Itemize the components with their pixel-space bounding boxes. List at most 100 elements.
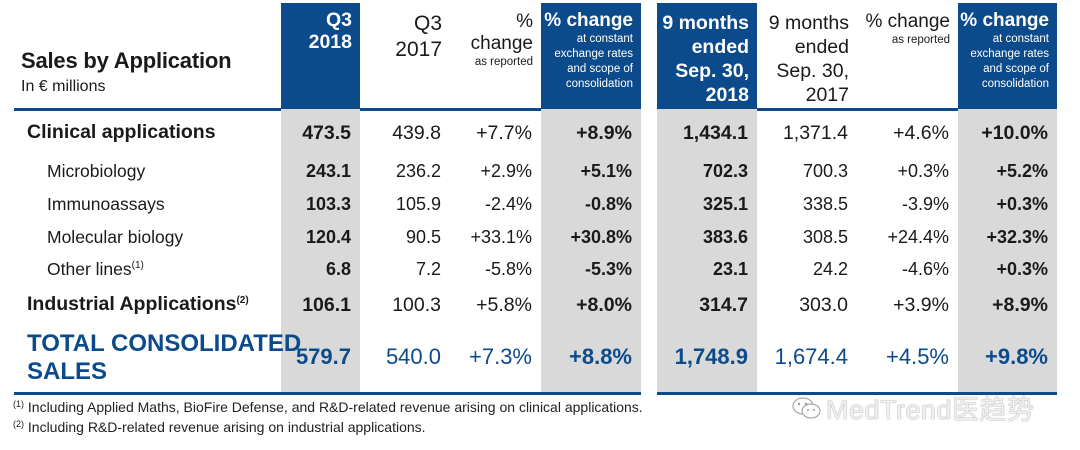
header-line: 2018 bbox=[705, 84, 749, 106]
header-line: ended bbox=[691, 36, 749, 58]
cell-9m-2018: 1,748.9 bbox=[674, 344, 748, 369]
cell-9m-2018: 23.1 bbox=[712, 259, 748, 279]
cell-q3-pct-constant: +8.0% bbox=[576, 294, 632, 316]
cell-9m-2018: 702.3 bbox=[702, 161, 748, 181]
header-line: % change bbox=[960, 10, 1049, 31]
header-line: % change bbox=[544, 10, 633, 31]
row-label-molecular: Molecular biology bbox=[47, 227, 183, 248]
cell-9m-2017: 24.2 bbox=[812, 259, 848, 279]
footnote-2: (2) Including R&D-related revenue arisin… bbox=[13, 419, 426, 435]
header-line: % change bbox=[865, 11, 950, 32]
row-label-clinical: Clinical applications bbox=[27, 121, 216, 144]
column-bg-9m-2018 bbox=[657, 109, 757, 393]
cell-9m-2018: 325.1 bbox=[702, 194, 748, 214]
cell-q3-2017: 439.8 bbox=[392, 122, 441, 144]
header-line: 2018 bbox=[308, 31, 352, 53]
cell-q3-2017: 540.0 bbox=[385, 344, 441, 369]
header-9m-pct-reported: % change as reported bbox=[857, 3, 958, 109]
footnote-text: Including Applied Maths, BioFire Defense… bbox=[27, 399, 643, 415]
row-label-text: SALES bbox=[27, 358, 108, 385]
cell-q3-2018: 473.5 bbox=[302, 122, 351, 144]
header-line: at constant bbox=[992, 33, 1049, 45]
cell-q3-2017: 7.2 bbox=[415, 259, 441, 279]
cell-9m-pct-reported: -4.6% bbox=[901, 259, 949, 279]
row-label-other-lines: Other lines(1) bbox=[47, 259, 144, 280]
cell-9m-pct-constant: +10.0% bbox=[981, 122, 1048, 144]
cell-q3-2018: 120.4 bbox=[305, 227, 351, 247]
header-9m-pct-constant: % change at constant exchange rates and … bbox=[958, 3, 1057, 109]
header-line: 2017 bbox=[395, 38, 442, 61]
header-line: Sep. 30, bbox=[675, 60, 749, 82]
cell-q3-2017: 105.9 bbox=[395, 194, 441, 214]
cell-q3-pct-constant: +30.8% bbox=[570, 227, 632, 247]
footnote-ref: (2) bbox=[236, 295, 249, 306]
header-line: consolidation bbox=[981, 78, 1049, 90]
row-label-text: Microbiology bbox=[47, 161, 146, 181]
cell-q3-2018: 103.3 bbox=[305, 194, 351, 214]
footnote-text: Including R&D-related revenue arising on… bbox=[27, 419, 426, 435]
header-line: % change bbox=[470, 11, 533, 54]
cell-q3-2018: 579.7 bbox=[295, 344, 351, 369]
cell-9m-2018: 1,434.1 bbox=[682, 122, 748, 144]
cell-q3-pct-constant: +8.9% bbox=[576, 122, 632, 144]
cell-q3-2017: 236.2 bbox=[395, 161, 441, 181]
watermark: MedTrend医趋势 bbox=[792, 388, 1035, 427]
header-rule-right bbox=[657, 108, 1057, 111]
table-title: Sales by Application bbox=[21, 48, 232, 73]
cell-9m-pct-reported: +0.3% bbox=[897, 161, 949, 181]
wechat-icon bbox=[792, 397, 821, 419]
header-q3-2018: Q3 2018 bbox=[281, 3, 360, 109]
cell-q3-2018: 106.1 bbox=[302, 294, 351, 316]
column-bg-q3-2018 bbox=[281, 109, 360, 393]
cell-q3-pct-reported: +7.3% bbox=[469, 344, 532, 369]
cell-9m-pct-reported: +4.6% bbox=[893, 122, 949, 144]
cell-q3-pct-constant: +5.1% bbox=[580, 161, 632, 181]
cell-q3-pct-constant: -5.3% bbox=[584, 259, 632, 279]
cell-9m-pct-constant: +0.3% bbox=[996, 259, 1048, 279]
cell-q3-2017: 90.5 bbox=[405, 227, 441, 247]
cell-9m-pct-constant: +0.3% bbox=[996, 194, 1048, 214]
row-label-text: Clinical applications bbox=[27, 121, 216, 143]
header-line: exchange rates bbox=[554, 48, 633, 60]
cell-q3-pct-reported: +33.1% bbox=[470, 227, 532, 247]
cell-q3-2017: 100.3 bbox=[392, 294, 441, 316]
cell-9m-pct-constant: +8.9% bbox=[992, 294, 1048, 316]
footer-rule-left bbox=[14, 392, 641, 395]
cell-9m-2018: 314.7 bbox=[699, 294, 748, 316]
header-line: at constant bbox=[576, 33, 633, 45]
row-label-industrial: Industrial Applications(2) bbox=[27, 293, 249, 316]
header-line: as reported bbox=[474, 56, 533, 68]
cell-9m-pct-constant: +5.2% bbox=[996, 161, 1048, 181]
row-label-text: TOTAL CONSOLIDATED bbox=[27, 330, 302, 357]
header-line: exchange rates bbox=[970, 48, 1049, 60]
table-subtitle: In € millions bbox=[21, 78, 106, 95]
row-label-text: Molecular biology bbox=[47, 227, 184, 247]
cell-q3-pct-reported: -2.4% bbox=[484, 194, 532, 214]
footnote-ref: (1) bbox=[131, 260, 144, 271]
cell-9m-2017: 308.5 bbox=[802, 227, 848, 247]
row-label-total: TOTAL CONSOLIDATED SALES bbox=[27, 330, 301, 386]
header-q3-pct-constant: % change at constant exchange rates and … bbox=[541, 3, 641, 109]
row-label-microbiology: Microbiology bbox=[47, 161, 145, 182]
header-line: 9 months bbox=[768, 12, 849, 34]
cell-9m-pct-reported: -3.9% bbox=[901, 194, 949, 214]
cell-9m-pct-reported: +4.5% bbox=[886, 344, 949, 369]
header-q3-2017: Q3 2017 bbox=[360, 3, 450, 109]
header-line: and scope of bbox=[983, 63, 1049, 75]
cell-9m-pct-constant: +9.8% bbox=[985, 344, 1048, 369]
cell-9m-2017: 303.0 bbox=[799, 294, 848, 316]
row-label-text: Industrial Applications bbox=[27, 293, 237, 315]
cell-9m-pct-reported: +24.4% bbox=[887, 227, 949, 247]
footnote-mark: (2) bbox=[13, 419, 24, 429]
header-9m-2017: 9 months ended Sep. 30, 2017 bbox=[757, 3, 857, 109]
header-9m-2018: 9 months ended Sep. 30, 2018 bbox=[657, 3, 757, 109]
row-label-text: Other lines bbox=[47, 259, 132, 279]
header-line: Q3 bbox=[413, 12, 442, 35]
watermark-text: MedTrend医趋势 bbox=[826, 395, 1035, 425]
cell-q3-pct-constant: -0.8% bbox=[584, 194, 632, 214]
cell-q3-pct-reported: -5.8% bbox=[484, 259, 532, 279]
header-line: ended bbox=[794, 36, 849, 58]
header-line: Sep. 30, bbox=[776, 60, 849, 82]
header-line: Q3 bbox=[325, 9, 352, 31]
cell-q3-2018: 243.1 bbox=[305, 161, 351, 181]
